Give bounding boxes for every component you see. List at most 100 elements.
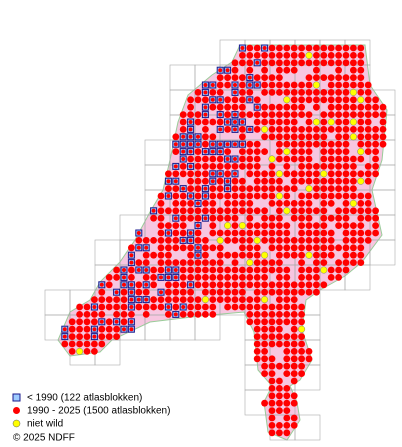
legend: < 1990 (122 atlasblokken) 1990 - 2025 (1…: [12, 393, 170, 444]
recent-record: [298, 288, 305, 296]
recent-record: [372, 148, 379, 156]
recent-record: [120, 311, 128, 318]
recent-record: [290, 348, 298, 355]
recent-record: [129, 297, 134, 302]
recent-record: [335, 266, 342, 274]
recent-record: [283, 222, 291, 230]
recent-record: [298, 274, 305, 281]
recent-record: [350, 74, 357, 81]
recent-record: [305, 222, 313, 230]
recent-record: [209, 163, 217, 170]
recent-record: [342, 229, 350, 237]
recent-record: [290, 118, 298, 126]
recent-record: [313, 177, 320, 185]
recent-record: [136, 297, 141, 302]
recent-record: [122, 282, 126, 287]
recent-record: [246, 251, 254, 259]
recent-record: [239, 163, 246, 170]
recent-record: [320, 177, 328, 185]
recent-record: [255, 60, 260, 65]
recent-record: [159, 290, 163, 295]
recent-record: [113, 303, 120, 311]
recent-record: [327, 89, 335, 96]
recent-record: [290, 81, 298, 89]
recent-record: [224, 296, 232, 303]
recent-record: [142, 274, 150, 281]
recent-record: [276, 251, 283, 259]
atlas-block: [44, 289, 71, 316]
recent-record: [357, 74, 365, 81]
recent-record: [233, 112, 237, 117]
recent-record: [246, 192, 254, 200]
recent-record: [268, 407, 276, 414]
recent-record: [203, 186, 208, 191]
recent-record: [350, 155, 357, 163]
recent-record: [173, 164, 178, 169]
recent-record: [68, 318, 76, 326]
recent-record: [172, 288, 180, 296]
recent-record: [202, 133, 209, 141]
recent-record: [320, 125, 328, 133]
recent-record: [231, 185, 239, 193]
recent-record: [290, 355, 298, 363]
recent-record: [202, 251, 209, 259]
recent-record: [350, 44, 357, 52]
recent-record: [122, 268, 126, 272]
recent-record: [225, 157, 230, 161]
recent-record: [342, 185, 350, 193]
copyright: © 2025 NDFF: [13, 433, 75, 444]
recent-record: [342, 118, 350, 126]
recent-record: [350, 103, 357, 111]
recent-record: [165, 259, 172, 266]
recent-record: [76, 303, 83, 311]
recent-record: [172, 229, 180, 237]
recent-record: [225, 179, 230, 184]
recent-record: [202, 311, 209, 318]
recent-record: [122, 327, 126, 332]
recent-record: [253, 251, 261, 259]
recent-record: [357, 207, 365, 215]
recent-record: [372, 125, 379, 133]
recent-record: [364, 170, 372, 178]
recent-record: [210, 83, 215, 87]
recent-record: [129, 290, 134, 295]
recent-record: [320, 207, 328, 215]
recent-record: [150, 281, 158, 289]
recent-record: [165, 207, 172, 215]
recent-record: [320, 214, 328, 222]
recent-record: [268, 281, 276, 289]
recent-record: [135, 288, 143, 296]
recent-record: [298, 207, 305, 215]
recent-record: [239, 288, 246, 296]
recent-record: [231, 237, 239, 244]
recent-record: [276, 111, 283, 118]
recent-record: [276, 177, 283, 185]
recent-record: [202, 200, 209, 207]
recent-record: [202, 125, 209, 133]
recent-record: [364, 96, 372, 104]
recent-record: [218, 171, 223, 176]
recent-record: [98, 325, 106, 333]
recent-record: [313, 170, 320, 178]
recent-record: [335, 103, 342, 111]
recent-record: [342, 244, 350, 252]
recent-record: [283, 125, 291, 133]
recent-record: [313, 207, 320, 215]
recent-record: [231, 266, 239, 274]
recent-record: [320, 192, 328, 200]
recent-record: [68, 348, 76, 355]
recent-record: [268, 362, 276, 370]
recent-record: [357, 200, 365, 207]
recent-record: [144, 282, 149, 287]
recent-record: [253, 281, 261, 289]
recent-record: [290, 311, 298, 318]
recent-record: [224, 251, 232, 259]
recent-record: [364, 237, 372, 244]
recent-record: [253, 185, 261, 193]
recent-record: [320, 111, 328, 118]
recent-record: [335, 125, 342, 133]
recent-record: [216, 266, 224, 274]
recent-record: [233, 127, 237, 132]
recent-record: [298, 52, 305, 59]
recent-record: [327, 125, 335, 133]
